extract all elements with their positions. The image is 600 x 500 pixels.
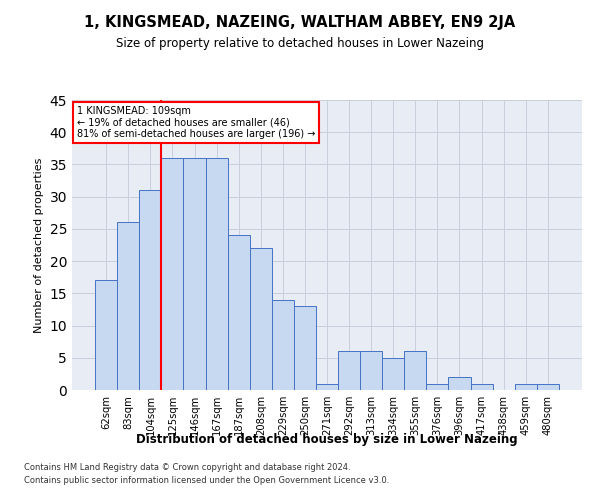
Text: 1 KINGSMEAD: 109sqm
← 19% of detached houses are smaller (46)
81% of semi-detach: 1 KINGSMEAD: 109sqm ← 19% of detached ho… bbox=[77, 106, 316, 139]
Bar bbox=[470, 384, 493, 390]
Bar bbox=[294, 306, 316, 390]
Text: Size of property relative to detached houses in Lower Nazeing: Size of property relative to detached ho… bbox=[116, 38, 484, 51]
Bar bbox=[427, 384, 448, 390]
Bar bbox=[161, 158, 184, 390]
Bar bbox=[227, 236, 250, 390]
Bar bbox=[272, 300, 294, 390]
Bar bbox=[537, 384, 559, 390]
Bar bbox=[404, 352, 427, 390]
Bar bbox=[139, 190, 161, 390]
Bar bbox=[360, 352, 382, 390]
Bar bbox=[95, 280, 117, 390]
Bar bbox=[515, 384, 537, 390]
Text: 1, KINGSMEAD, NAZEING, WALTHAM ABBEY, EN9 2JA: 1, KINGSMEAD, NAZEING, WALTHAM ABBEY, EN… bbox=[85, 15, 515, 30]
Bar bbox=[117, 222, 139, 390]
Text: Contains HM Land Registry data © Crown copyright and database right 2024.: Contains HM Land Registry data © Crown c… bbox=[24, 464, 350, 472]
Bar bbox=[448, 377, 470, 390]
Bar bbox=[250, 248, 272, 390]
Text: Contains public sector information licensed under the Open Government Licence v3: Contains public sector information licen… bbox=[24, 476, 389, 485]
Text: Distribution of detached houses by size in Lower Nazeing: Distribution of detached houses by size … bbox=[136, 432, 518, 446]
Bar bbox=[206, 158, 227, 390]
Bar bbox=[382, 358, 404, 390]
Bar bbox=[338, 352, 360, 390]
Bar bbox=[316, 384, 338, 390]
Bar bbox=[184, 158, 206, 390]
Y-axis label: Number of detached properties: Number of detached properties bbox=[34, 158, 44, 332]
